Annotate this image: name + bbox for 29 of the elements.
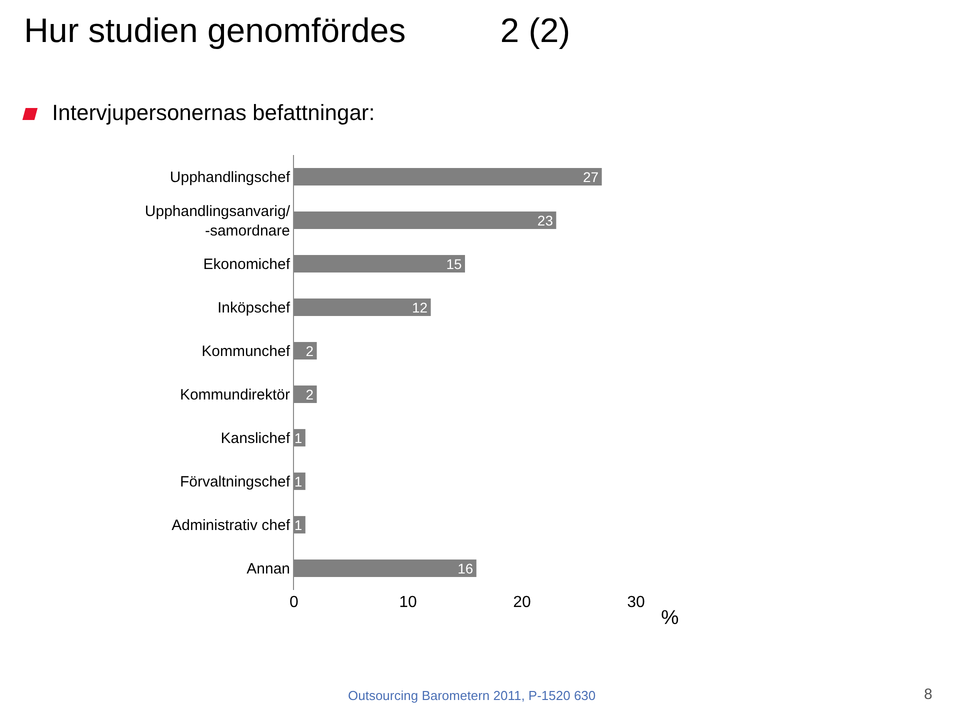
x-tick-label: 10 [399, 594, 417, 611]
text: 8 [924, 686, 932, 703]
chart-title: Hur studien genomfördes 2 (2) [24, 12, 570, 51]
data-label: 23 [537, 212, 554, 228]
data-label: 1 [294, 473, 302, 490]
data-label: 1 [294, 516, 302, 533]
data-label: 27 [583, 168, 599, 185]
x-axis-title: % [661, 607, 679, 629]
y-tick-label: Förvaltningschef [180, 474, 291, 490]
chart-subtitle: Intervjupersonernas befattningar: [52, 100, 375, 126]
data-label: 16 [458, 560, 474, 576]
y-tick-label: Upphandlingsanvarig/ -samordnare [144, 202, 291, 240]
y-tick-label: Annan [246, 560, 290, 578]
y-tick-label: Ekonomichef [203, 256, 291, 273]
y-tick-label: Administrativ chef [172, 517, 291, 534]
text: Outsourcing Barometern 2011, P-1520 630 [348, 688, 596, 703]
y-tick-label: Kommundirektör [180, 386, 290, 404]
x-tick-label: 30 [627, 594, 645, 611]
y-tick-label: Upphandlingschef [170, 169, 291, 186]
x-tick-label: 20 [513, 594, 531, 611]
data-label: 1 [294, 430, 302, 446]
y-tick-label: Inköpschef [217, 300, 291, 316]
data-label: 2 [306, 342, 314, 359]
x-tick-label: 0 [290, 594, 299, 611]
data-label: 12 [412, 299, 428, 316]
y-tick-label: Kanslichef [220, 430, 291, 447]
data-label: 2 [306, 386, 314, 402]
data-label: 15 [446, 256, 462, 272]
y-tick-label: Kommunchef [202, 343, 291, 360]
